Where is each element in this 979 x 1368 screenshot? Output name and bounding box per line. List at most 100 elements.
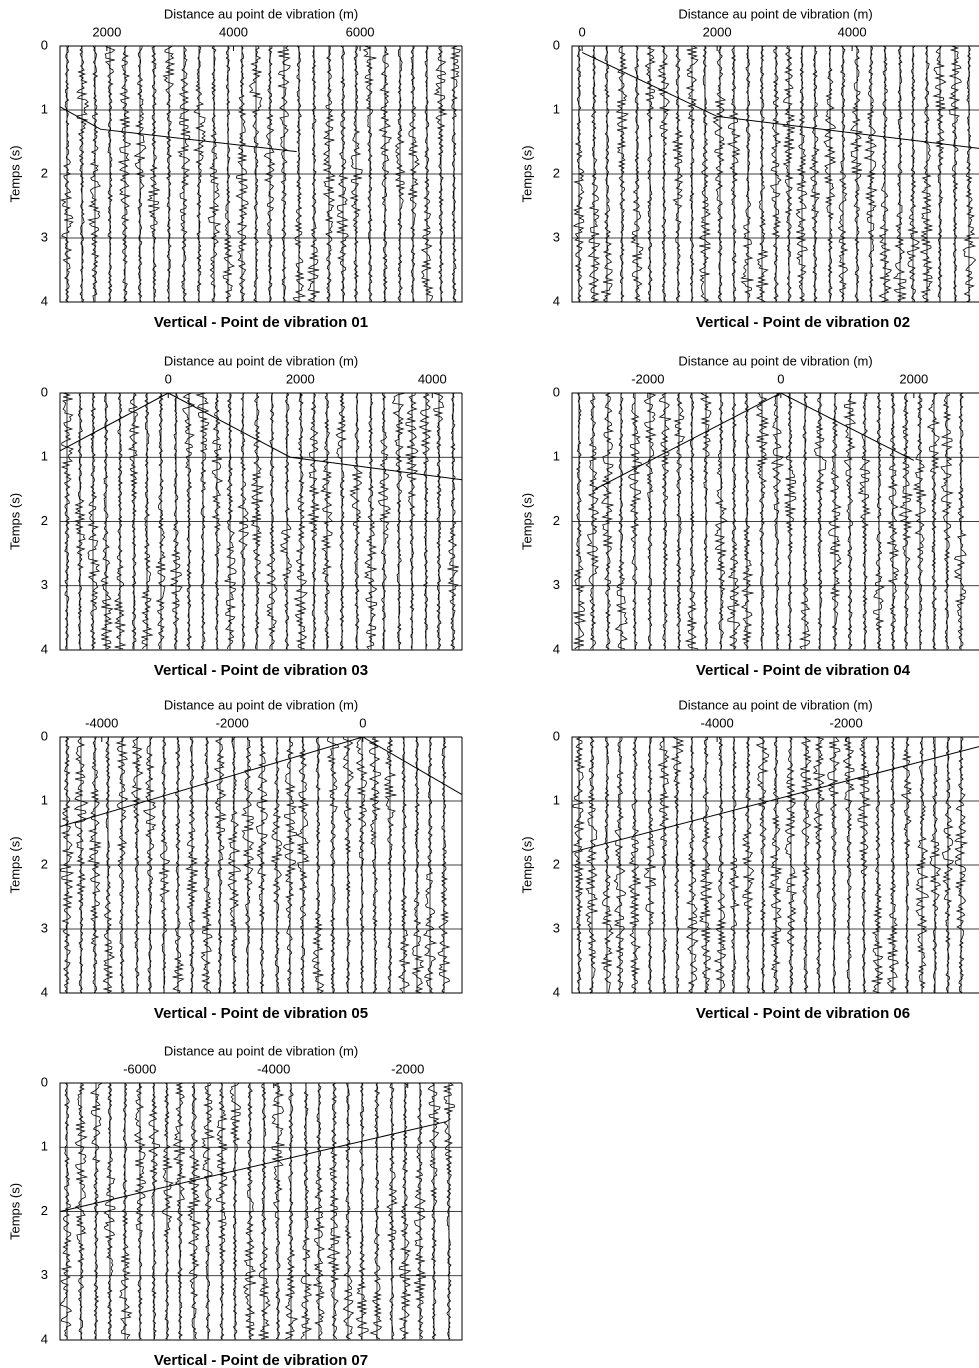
plot-frame [571,736,979,994]
y-tick-label: 3 [553,920,560,935]
y-tick-label: 4 [553,641,560,656]
plot-frame [571,45,979,303]
x-tick-label: 0 [165,371,172,386]
trace [770,392,785,650]
trace [586,392,600,650]
trace [369,1082,383,1340]
trace [200,1082,216,1340]
y-tick-label: 4 [553,293,560,308]
trace [284,1082,299,1340]
trace [643,392,657,649]
trace [133,1082,147,1340]
trace [926,392,941,650]
y-tick-label: 4 [41,293,48,308]
trace [162,1082,174,1340]
trace [103,1082,116,1340]
trace [391,392,406,650]
x-axis-label: Distance au point de vibration (m) [164,697,358,712]
chart-title: Vertical - Point de vibration 04 [696,662,911,679]
x-tick-label: 0 [777,371,784,386]
plot-frame [59,1082,463,1341]
trace [155,392,166,650]
y-tick-label: 1 [553,101,560,116]
trace [798,392,812,650]
trace [186,1082,202,1340]
chart-title: Vertical - Point de vibration 06 [696,1005,910,1022]
y-tick-label: 2 [553,513,560,528]
plot-frame [59,736,463,994]
trace [783,392,797,650]
trace [89,1082,103,1340]
moveout-line [59,1121,447,1212]
trace [828,392,843,650]
trace [118,1082,133,1340]
trace [398,1082,412,1340]
trace [258,1082,271,1340]
trace [386,1082,399,1340]
trace [755,392,770,650]
y-axis-label: Temps (s) [7,1183,22,1240]
trace [140,392,154,650]
x-tick-label: 4000 [838,24,867,39]
y-tick-label: 2 [553,165,560,180]
trace [363,392,378,650]
trace [335,392,347,650]
y-tick-label: 1 [41,449,48,464]
trace [113,392,127,650]
x-axis-label: Distance au point de vibration (m) [678,697,872,712]
trace [349,392,364,650]
moveout-line [59,736,463,828]
trace [147,1082,161,1340]
y-tick-label: 0 [41,728,48,743]
trace [898,392,913,650]
trace [940,392,954,650]
y-axis-label: Temps (s) [519,493,534,550]
y-axis-label: Temps (s) [7,493,22,550]
y-tick-label: 2 [553,856,560,871]
trace [418,392,433,650]
trace [342,1082,355,1340]
y-tick-label: 1 [41,792,48,807]
y-tick-label: 0 [41,37,48,52]
y-tick-label: 0 [553,728,560,743]
trace [237,392,250,650]
trace [699,392,713,650]
x-tick-label: 4000 [219,24,248,39]
plot-frame [571,392,979,651]
x-tick-label: 2000 [92,24,121,39]
y-tick-label: 3 [553,577,560,592]
trace [215,1082,229,1340]
moveout-line [59,392,463,481]
plot-frame [59,392,463,651]
trace [684,392,699,650]
trace [842,392,857,650]
y-tick-label: 2 [41,165,48,180]
trace [224,392,237,650]
x-axis-label: Distance au point de vibration (m) [164,1043,358,1058]
trace [250,392,265,650]
trace [857,392,872,650]
x-tick-label: 2000 [286,371,315,386]
x-tick-label: -2000 [631,371,664,386]
y-tick-label: 3 [41,577,48,592]
chart-title: Vertical - Point de vibration 05 [154,1005,368,1022]
trace [377,392,392,650]
y-tick-label: 0 [553,37,560,52]
trace [740,392,754,650]
x-tick-label: -4000 [701,715,734,730]
trace [447,392,459,650]
y-tick-label: 0 [553,384,560,399]
trace [886,392,900,650]
trace [953,392,967,650]
x-axis-label: Distance au point de vibration (m) [678,6,872,21]
trace [355,1082,369,1340]
y-tick-label: 0 [41,1074,48,1089]
chart-title: Vertical - Point de vibration 02 [696,314,910,331]
x-tick-label: -2000 [391,1061,424,1076]
y-tick-label: 0 [41,384,48,399]
trace [60,1082,73,1340]
trace [211,393,224,650]
x-tick-label: -6000 [123,1061,156,1076]
trace [873,392,885,650]
trace [87,392,101,650]
